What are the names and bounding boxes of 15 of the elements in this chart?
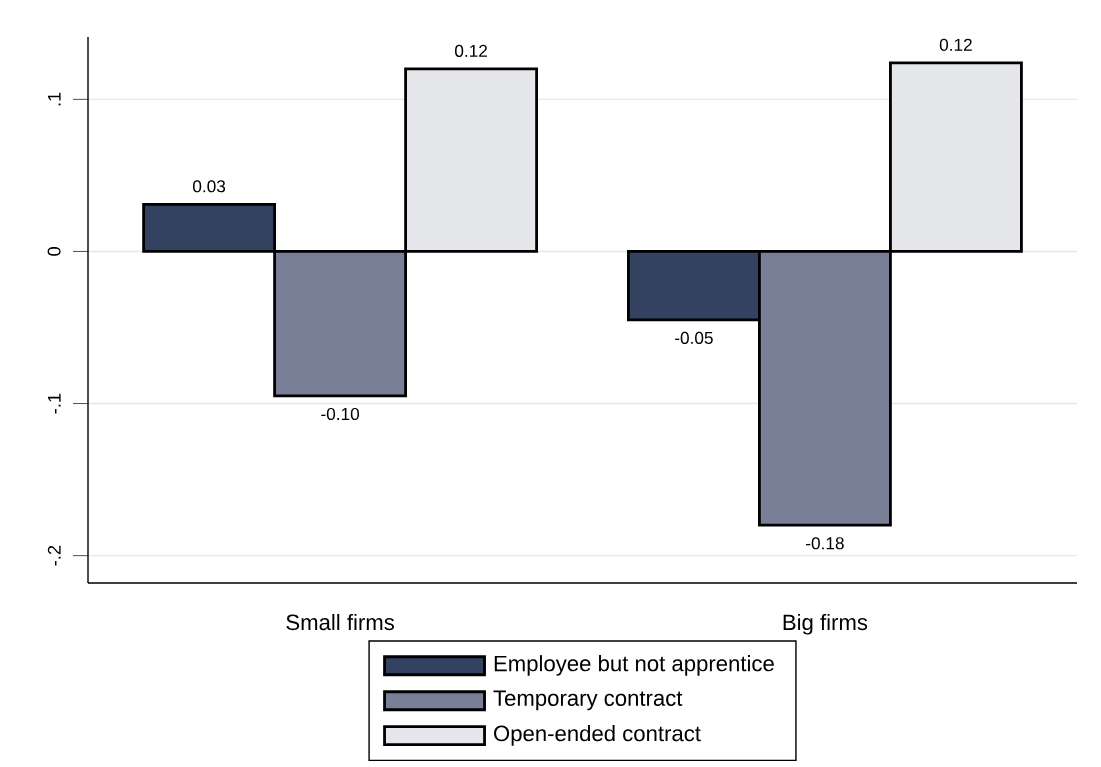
x-tick-label: Big firms: [783, 613, 868, 635]
y-tick-label: .1: [48, 92, 61, 106]
x-tick-label: Small firms: [286, 613, 394, 631]
data-label: -0.18: [806, 537, 844, 550]
data-label: 0.03: [193, 180, 226, 193]
data-label: 0.12: [455, 44, 487, 57]
legend-label: Employee but not apprentice: [494, 655, 774, 676]
y-tick-label: 0: [47, 247, 61, 256]
y-tick-label: -.1: [48, 393, 61, 414]
data-label: 0.12: [939, 38, 972, 51]
data-label: -0.05: [675, 331, 713, 345]
data-label: -0.10: [321, 407, 360, 421]
y-tick-label: -.2: [47, 545, 61, 566]
legend-label: Temporary contract: [493, 690, 683, 711]
legend-label: Open-ended contract: [494, 725, 701, 746]
